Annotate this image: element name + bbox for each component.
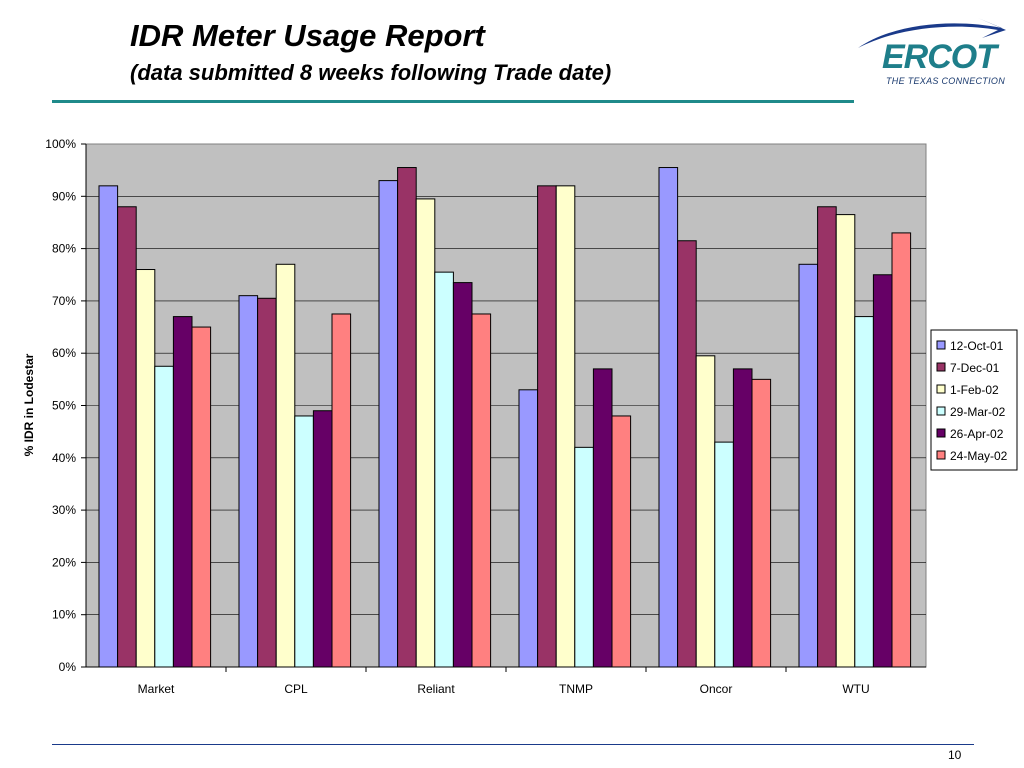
- bar: [397, 167, 417, 668]
- bars: [98, 167, 912, 668]
- title-divider: [52, 100, 854, 103]
- bar: [798, 263, 819, 668]
- bar: [415, 198, 436, 668]
- bar: [172, 316, 193, 668]
- slide-subtitle: (data submitted 8 weeks following Trade …: [130, 60, 612, 85]
- legend-swatch: [936, 406, 946, 416]
- legend-swatch: [936, 428, 946, 438]
- bar: [872, 274, 893, 668]
- legend-swatch: [936, 450, 946, 460]
- bar: [117, 206, 137, 668]
- bar: [555, 185, 576, 668]
- footer-divider: [52, 744, 974, 745]
- bar: [434, 271, 454, 668]
- bar: [471, 313, 492, 668]
- y-tick-label: 10%: [52, 608, 76, 622]
- bar: [751, 378, 772, 668]
- bar-chart: 0% 10% 20% 30% 40% 50% 60% 70% 80% 90% 100% Market C…: [22, 137, 1018, 696]
- y-tick-label: 100%: [45, 137, 76, 151]
- y-axis-label: % IDR in Lodestar: [22, 353, 36, 456]
- x-tick-label: TNMP: [559, 682, 593, 696]
- bar: [592, 368, 613, 668]
- legend-swatch: [936, 384, 946, 394]
- bar: [331, 313, 352, 668]
- logo-wordmark: ERCOT: [882, 38, 997, 76]
- bar: [611, 415, 632, 668]
- bar: [677, 240, 697, 668]
- bar: [257, 297, 277, 668]
- legend-label: 1-Feb-02: [950, 383, 999, 397]
- x-tick-label: Reliant: [417, 682, 455, 696]
- legend-box: [930, 329, 1018, 471]
- legend: 12-Oct-01 7-Dec-01 1-Feb-02 29-Mar-02 26-Apr…: [930, 329, 1018, 471]
- x-tick-label: Market: [138, 682, 175, 696]
- y-tick-label: 60%: [52, 346, 76, 360]
- y-tick-label: 70%: [52, 294, 76, 308]
- y-tick-label: 0%: [59, 660, 77, 674]
- y-tick-label: 40%: [52, 451, 76, 465]
- bar: [574, 446, 594, 668]
- bar: [294, 415, 314, 668]
- logo-tagline: THE TEXAS CONNECTION: [886, 76, 1006, 86]
- legend-label: 12-Oct-01: [950, 339, 1004, 353]
- bar: [891, 232, 912, 668]
- bar: [732, 368, 753, 668]
- bar: [518, 389, 539, 668]
- legend-label: 24-May-02: [950, 449, 1008, 463]
- legend-label: 26-Apr-02: [950, 427, 1004, 441]
- bar: [854, 316, 874, 668]
- bar: [658, 167, 679, 668]
- bar: [695, 355, 716, 668]
- gridlines: [86, 196, 926, 616]
- y-tick-label: 20%: [52, 555, 76, 569]
- bar: [238, 295, 259, 668]
- bar: [191, 326, 212, 668]
- bar: [154, 365, 174, 668]
- y-tick-label: 80%: [52, 242, 76, 256]
- bar: [452, 282, 473, 668]
- logo-swoosh-icon: [858, 18, 1006, 48]
- legend-swatch: [936, 362, 946, 372]
- bar: [135, 269, 156, 668]
- page-number: 10: [948, 748, 962, 762]
- y-tick-label: 30%: [52, 503, 76, 517]
- bar: [275, 263, 296, 668]
- x-tick-label: CPL: [284, 682, 308, 696]
- bar: [835, 214, 856, 668]
- x-tick-label: WTU: [842, 682, 869, 696]
- bar: [817, 206, 837, 668]
- bar: [378, 180, 399, 668]
- legend-swatch: [936, 340, 946, 350]
- axes: 0% 10% 20% 30% 40% 50% 60% 70% 80% 90% 100% Market C…: [45, 137, 926, 696]
- legend-label: 7-Dec-01: [950, 361, 1000, 375]
- bar: [714, 441, 734, 668]
- y-tick-label: 90%: [52, 189, 76, 203]
- bar: [312, 410, 333, 668]
- bar: [537, 185, 557, 668]
- slide-title: IDR Meter Usage Report: [130, 18, 485, 53]
- x-tick-label: Oncor: [700, 682, 733, 696]
- y-tick-label: 50%: [52, 399, 76, 413]
- legend-label: 29-Mar-02: [950, 405, 1006, 419]
- bar: [98, 185, 119, 668]
- ercot-logo: ERCOT THE TEXAS CONNECTION: [852, 14, 1012, 90]
